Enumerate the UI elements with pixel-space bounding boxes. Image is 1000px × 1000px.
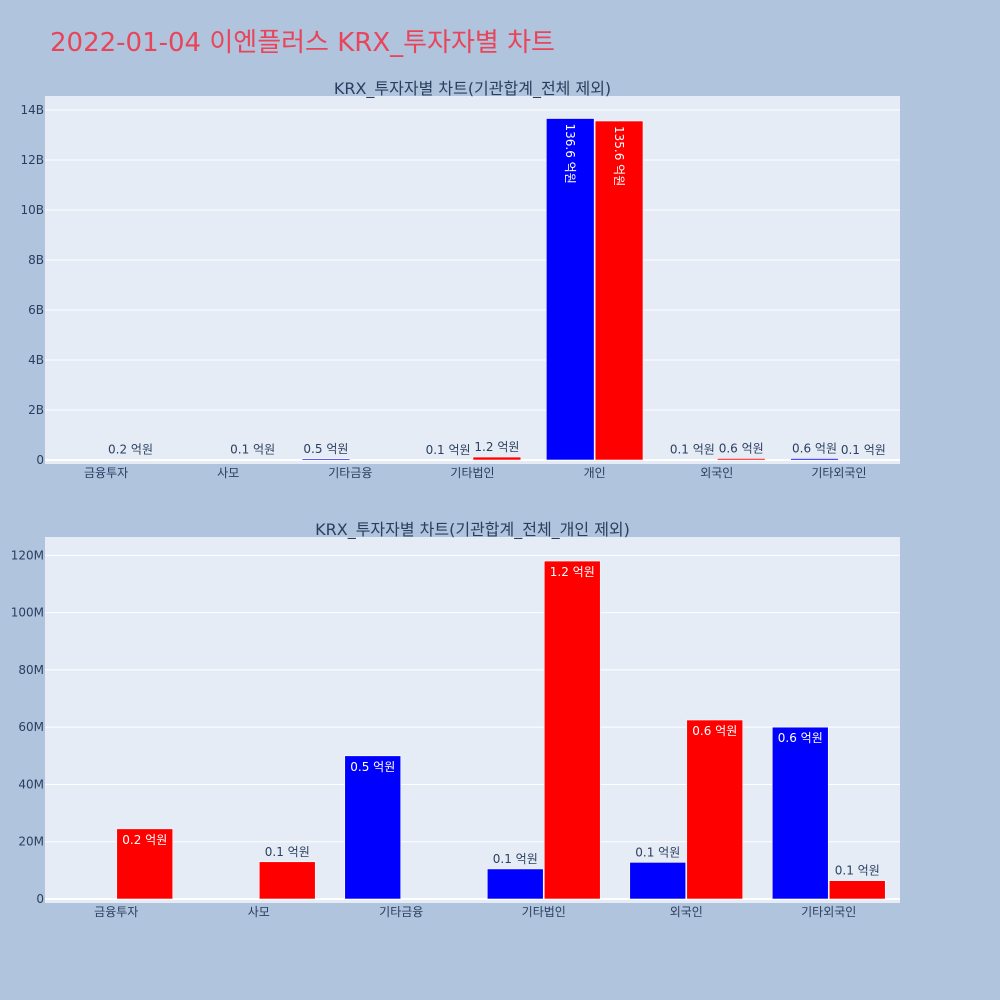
- y-tick-label: 40M: [18, 777, 44, 791]
- data-label: 0.1 억원: [841, 443, 886, 457]
- x-tick-label: 기타금융: [328, 466, 372, 480]
- data-label: 136.6 억원: [563, 124, 577, 184]
- y-tick-label: 0: [36, 453, 44, 467]
- bar: [771, 726, 829, 900]
- bar: [106, 459, 155, 461]
- plot-area: [45, 96, 900, 464]
- bar: [301, 458, 351, 461]
- y-tick-label: 8B: [28, 253, 44, 267]
- data-label: 0.1 억원: [230, 443, 275, 457]
- y-tick-label: 20M: [18, 835, 44, 849]
- bar: [116, 828, 174, 900]
- bar: [686, 719, 744, 900]
- data-label: 0.5 억원: [350, 760, 395, 774]
- x-tick-label: 외국인: [670, 905, 703, 919]
- data-label: 0.1 억원: [426, 443, 471, 457]
- x-tick-label: 외국인: [700, 466, 733, 480]
- data-label: 1.2 억원: [550, 565, 595, 579]
- bar: [594, 120, 644, 461]
- bar: [828, 880, 886, 900]
- x-tick-label: 금융투자: [94, 905, 138, 919]
- bar: [716, 458, 766, 461]
- bar: [486, 868, 544, 900]
- x-tick-label: 기타법인: [522, 905, 566, 919]
- page-title: 2022-01-04 이엔플러스 KRX_투자자별 차트: [50, 28, 555, 58]
- x-tick-label: 금융투자: [84, 466, 128, 480]
- data-label: 135.6 억원: [612, 126, 626, 186]
- y-tick-label: 0: [36, 892, 44, 906]
- x-tick-label: 사모: [248, 905, 270, 919]
- bar: [344, 755, 402, 900]
- data-label: 0.6 억원: [692, 724, 737, 738]
- data-label: 0.1 억원: [835, 864, 880, 878]
- y-tick-label: 100M: [11, 606, 44, 620]
- data-label: 1.2 억원: [474, 440, 519, 454]
- y-tick-label: 10B: [20, 203, 44, 217]
- y-tick-label: 4B: [28, 353, 44, 367]
- y-tick-label: 2B: [28, 403, 44, 417]
- x-tick-label: 기타외국인: [811, 466, 866, 480]
- x-tick-label: 기타금융: [379, 905, 423, 919]
- y-tick-label: 12B: [20, 153, 44, 167]
- plot-area: [45, 537, 900, 903]
- y-tick-label: 60M: [18, 720, 44, 734]
- data-label: 0.6 억원: [719, 441, 764, 455]
- x-tick-label: 개인: [584, 466, 606, 480]
- x-tick-label: 사모: [217, 466, 239, 480]
- y-tick-label: 80M: [18, 663, 44, 677]
- bar: [629, 862, 687, 900]
- data-label: 0.1 억원: [635, 845, 680, 859]
- bar: [790, 458, 839, 461]
- y-tick-label: 120M: [11, 548, 44, 562]
- data-label: 0.6 억원: [792, 442, 837, 456]
- bar: [258, 861, 316, 900]
- bar: [472, 456, 522, 461]
- data-label: 0.2 억원: [122, 833, 167, 847]
- data-label: 0.5 억원: [303, 442, 348, 456]
- data-label: 0.1 억원: [493, 852, 538, 866]
- x-tick-label: 기타외국인: [801, 905, 856, 919]
- data-label: 0.1 억원: [265, 845, 310, 859]
- bar: [545, 118, 595, 461]
- data-label: 0.1 억원: [670, 443, 715, 457]
- bar: [543, 560, 601, 900]
- x-tick-label: 기타법인: [450, 466, 494, 480]
- data-label: 0.6 억원: [778, 731, 823, 745]
- y-tick-label: 14B: [20, 103, 44, 117]
- data-label: 0.2 억원: [108, 442, 153, 456]
- chart-title: KRX_투자자별 차트(기관합계_전체_개인 제외): [315, 520, 630, 540]
- chart-title: KRX_투자자별 차트(기관합계_전체 제외): [334, 79, 611, 99]
- y-tick-label: 6B: [28, 303, 44, 317]
